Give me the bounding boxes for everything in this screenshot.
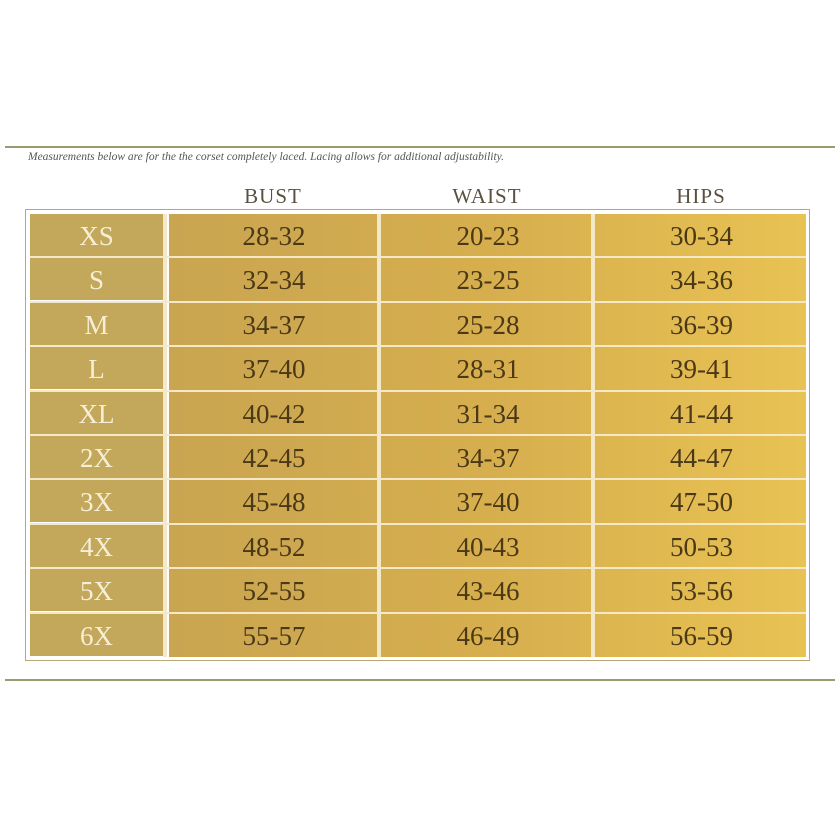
bust-cell: 45-48: [242, 487, 306, 518]
size-cell: S: [30, 258, 163, 301]
measurement-note: Measurements below are for the the corse…: [28, 151, 505, 163]
table-row: 4X 48-52 40-43 50-53: [30, 524, 806, 567]
size-cell: XS: [30, 214, 163, 256]
hips-cell: 30-34: [670, 221, 733, 251]
bust-cell: 55-57: [242, 620, 306, 651]
hips-cell: 34-36: [670, 265, 733, 296]
row-divider: [30, 345, 806, 348]
table-row: L 37-40 28-31 39-41: [30, 347, 806, 390]
column-divider: [591, 214, 595, 657]
size-cell: M: [30, 302, 163, 345]
table-row: 2X 42-45 34-37 44-47: [30, 436, 806, 478]
bust-cell: 42-45: [242, 443, 306, 473]
column-divider: [163, 214, 167, 657]
size-cell: 2X: [30, 436, 163, 478]
hips-cell: 56-59: [670, 620, 733, 651]
size-cell: L: [30, 347, 163, 390]
table-row: 5X 52-55 43-46 53-56: [30, 569, 806, 612]
row-divider: [30, 478, 806, 481]
row-divider: [30, 434, 806, 436]
bust-cell: 34-37: [242, 309, 306, 340]
hips-cell: 36-39: [670, 309, 733, 340]
table-row: XL 40-42 31-34 41-44: [30, 391, 806, 434]
size-chart-table: XS 28-32 20-23 30-34 S 32-34 23-25 34-36 M 34-37 2…: [25, 209, 810, 661]
row-divider: [30, 389, 806, 392]
waist-cell: 40-43: [456, 531, 520, 562]
size-cell: 3X: [30, 480, 163, 523]
waist-cell: 25-28: [456, 309, 520, 340]
waist-cell: 23-25: [456, 265, 520, 296]
header-bust: BUST: [244, 184, 302, 208]
waist-cell: 46-49: [456, 620, 520, 651]
size-cell: 5X: [30, 569, 163, 612]
waist-cell: 43-46: [456, 576, 520, 607]
hips-cell: 50-53: [670, 531, 733, 562]
bust-cell: 48-52: [242, 531, 306, 562]
bust-cell: 32-34: [242, 265, 306, 296]
waist-cell: 37-40: [456, 487, 520, 518]
hips-cell: 39-41: [670, 354, 733, 385]
table-row: 3X 45-48 37-40 47-50: [30, 480, 806, 523]
bust-cell: 37-40: [242, 354, 306, 385]
header-hips: HIPS: [676, 184, 726, 208]
hips-cell: 53-56: [670, 576, 733, 607]
table-row: M 34-37 25-28 36-39: [30, 302, 806, 345]
table-row: XS 28-32 20-23 30-34: [30, 214, 806, 256]
hips-cell: 44-47: [670, 443, 733, 473]
size-cell: 4X: [30, 524, 163, 567]
top-rule: [5, 146, 835, 148]
bottom-rule: [5, 679, 835, 681]
bust-cell: 52-55: [242, 576, 306, 607]
bust-cell: 28-32: [242, 221, 306, 251]
row-divider: [30, 300, 806, 303]
waist-cell: 20-23: [456, 221, 520, 251]
row-divider: [30, 256, 806, 259]
size-cell: 6X: [30, 613, 163, 656]
waist-cell: 34-37: [456, 443, 520, 473]
header-waist: WAIST: [452, 184, 522, 208]
bust-cell: 40-42: [242, 398, 306, 429]
row-divider: [30, 522, 806, 525]
hips-cell: 47-50: [670, 487, 733, 518]
table-row: S 32-34 23-25 34-36: [30, 258, 806, 301]
waist-cell: 28-31: [456, 354, 520, 385]
waist-cell: 31-34: [456, 398, 520, 429]
row-divider: [30, 567, 806, 570]
table-row: 6X 55-57 46-49 56-59: [30, 613, 806, 656]
hips-cell: 41-44: [670, 398, 733, 429]
row-divider: [30, 611, 806, 614]
size-cell: XL: [30, 391, 163, 434]
column-divider: [377, 214, 381, 657]
